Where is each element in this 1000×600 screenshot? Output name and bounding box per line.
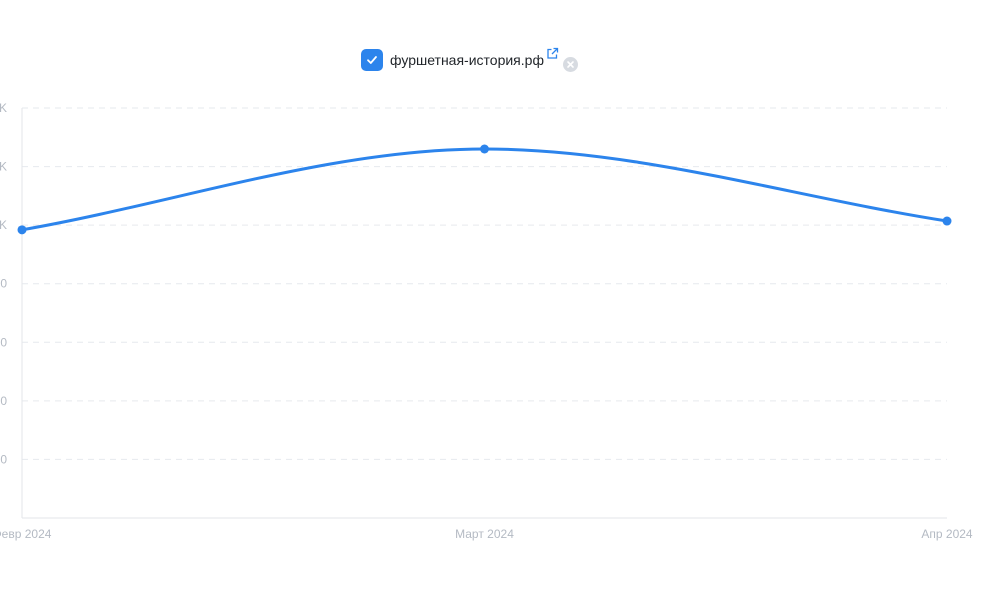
y-tick-label: 0 [0, 335, 7, 349]
y-tick-label: 0 [0, 277, 7, 291]
grid [22, 107, 947, 460]
y-tick-label: K [0, 160, 7, 174]
x-tick-label: Апр 2024 [921, 527, 973, 541]
data-point[interactable] [17, 225, 27, 235]
legend-series-label[interactable]: фуршетная-история.рф [390, 52, 544, 68]
remove-series-button[interactable] [562, 56, 578, 72]
y-tick-label: K [0, 101, 7, 115]
axes [21, 108, 947, 519]
legend: фуршетная-история.рф [361, 47, 578, 72]
external-link-icon[interactable] [546, 47, 559, 60]
series-line [20, 147, 949, 232]
check-icon [367, 56, 377, 64]
y-tick-label: 0 [0, 452, 7, 466]
legend-checkbox[interactable] [361, 49, 383, 71]
x-tick-label: Февр 2024 [0, 527, 52, 541]
data-point[interactable] [942, 216, 952, 226]
series [17, 144, 952, 235]
tick-labels: K K K 0 0 0 0 Февр 2024 Март 2024 Апр 2024 [0, 101, 973, 541]
remove-circle-icon [567, 60, 574, 68]
x-tick-label: Март 2024 [455, 527, 514, 541]
data-point[interactable] [480, 144, 489, 154]
y-tick-label: 0 [0, 394, 7, 408]
y-tick-label: K [0, 218, 7, 232]
